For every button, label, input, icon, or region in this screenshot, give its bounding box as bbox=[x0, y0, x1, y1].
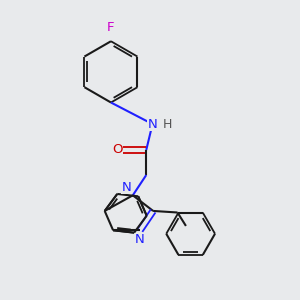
Text: H: H bbox=[163, 118, 172, 130]
Text: N: N bbox=[122, 181, 131, 194]
Text: O: O bbox=[112, 143, 122, 157]
Text: F: F bbox=[107, 21, 115, 34]
Text: N: N bbox=[148, 118, 158, 130]
Text: N: N bbox=[135, 233, 145, 246]
